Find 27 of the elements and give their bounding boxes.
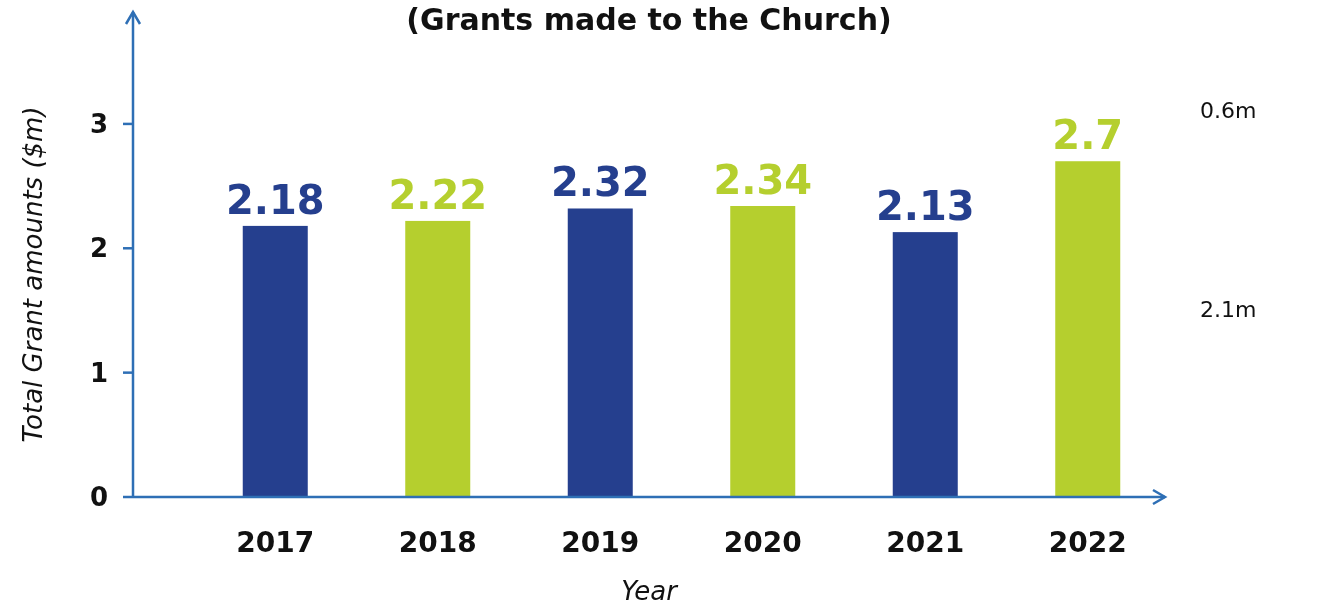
x-tick-label: 2022 <box>1048 526 1127 559</box>
bar <box>567 208 633 497</box>
y-tick-label: 1 <box>89 357 108 388</box>
x-tick-label: 2017 <box>236 526 315 559</box>
x-tick-label: 2018 <box>398 526 477 559</box>
x-axis-title: Year <box>621 576 680 606</box>
text: 0.6m <box>1200 97 1257 123</box>
y-tick-label: 2 <box>89 233 108 264</box>
x-tick-label: 2019 <box>561 526 640 559</box>
data-label: 2.34 <box>713 157 813 203</box>
bar <box>405 220 471 497</box>
x-tick-label: 2021 <box>886 526 965 559</box>
bar <box>892 232 958 497</box>
bar <box>242 225 308 497</box>
y-tick-label: 3 <box>89 109 108 140</box>
y-tick-label: 0 <box>89 482 108 513</box>
chart-title: (Grants made to the Church) <box>406 2 892 37</box>
text: 2.1m <box>1200 296 1257 322</box>
x-tick-label: 2020 <box>723 526 802 559</box>
bar <box>730 206 796 497</box>
data-label: 2.22 <box>388 171 488 218</box>
y-axis-title: Total Grant amounts ($m) <box>18 106 48 443</box>
bar <box>1055 161 1121 497</box>
data-label: 2.13 <box>875 183 975 230</box>
data-label: 2.32 <box>550 159 650 206</box>
data-label: 2.18 <box>225 176 325 223</box>
data-label: 2.7 <box>1052 112 1124 159</box>
